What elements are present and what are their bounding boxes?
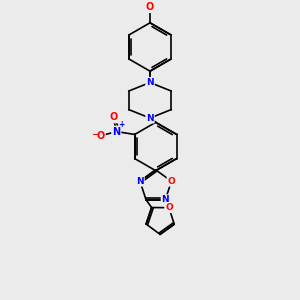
Text: O: O [165,203,173,212]
Text: N: N [136,177,144,186]
Text: N: N [146,78,154,87]
Text: O: O [109,112,118,122]
Text: +: + [118,120,124,129]
Text: O: O [146,2,154,12]
Text: N: N [146,114,154,123]
Text: N: N [112,127,120,136]
Text: −: − [91,130,98,139]
Text: O: O [97,131,105,141]
Text: N: N [162,195,169,204]
Text: O: O [167,177,175,186]
